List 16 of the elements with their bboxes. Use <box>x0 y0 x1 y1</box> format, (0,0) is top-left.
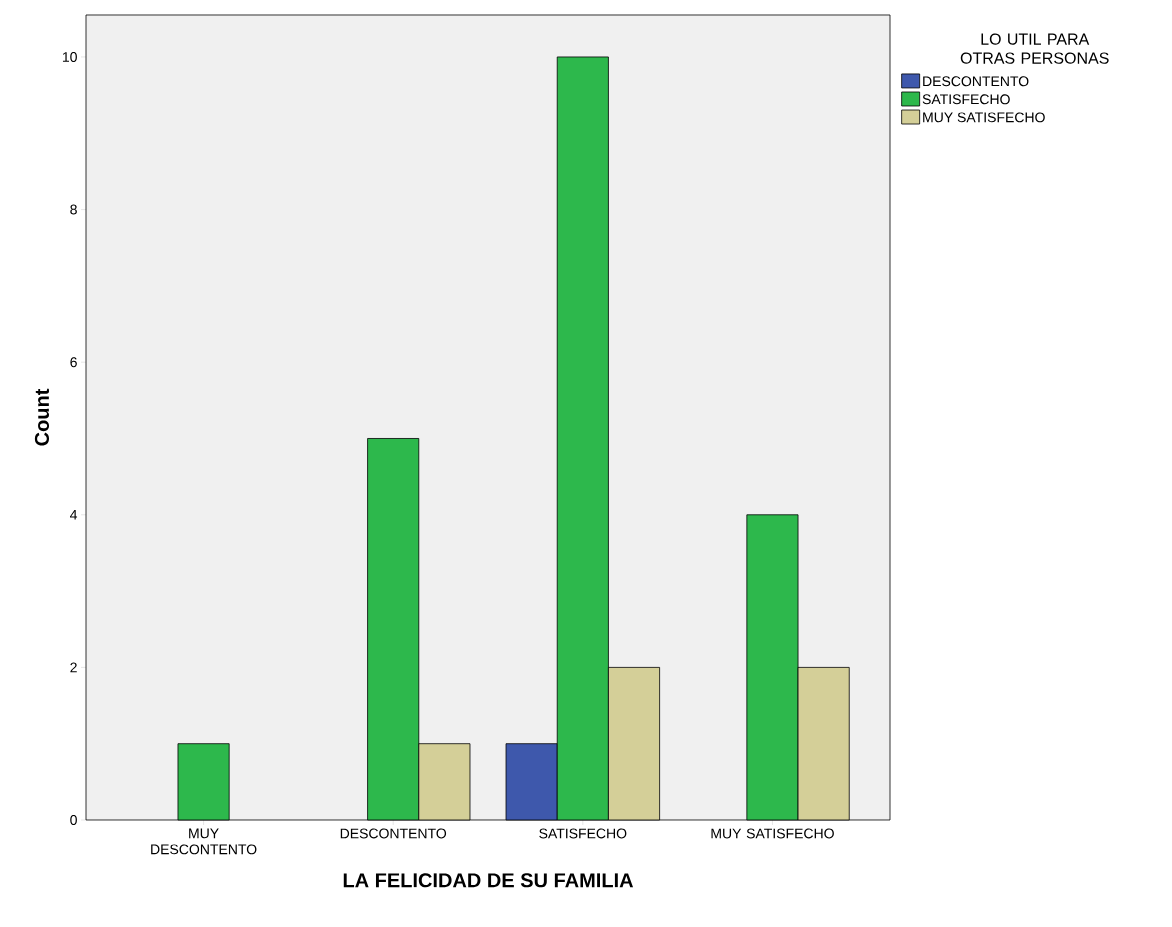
y-axis-title: Count <box>34 388 50 446</box>
y-tick-label: 8 <box>70 204 77 215</box>
y-tick-label: 0 <box>70 815 77 825</box>
y-tick-label: 10 <box>62 51 77 62</box>
x-tick-label: MUY DESCONTENTO <box>151 828 257 855</box>
x-tick-label: MUY SATISFECHO <box>711 828 834 839</box>
y-tick-label: 2 <box>70 662 77 673</box>
legend-label: SATISFECHO <box>922 94 1010 105</box>
legend-label: MUY SATISFECHO <box>923 112 1045 123</box>
y-tick-label: 6 <box>70 357 77 368</box>
y-tick-label: 4 <box>70 509 78 520</box>
x-tick-label: SATISFECHO <box>539 828 627 839</box>
legend-title: LO UTIL PARA OTRAS PERSONAS <box>960 33 1109 64</box>
legend-label: DESCONTENTO <box>923 76 1029 87</box>
x-tick-label: DESCONTENTO <box>340 828 447 839</box>
x-axis-title: LA FELICIDAD DE SU FAMILIA <box>343 873 634 888</box>
